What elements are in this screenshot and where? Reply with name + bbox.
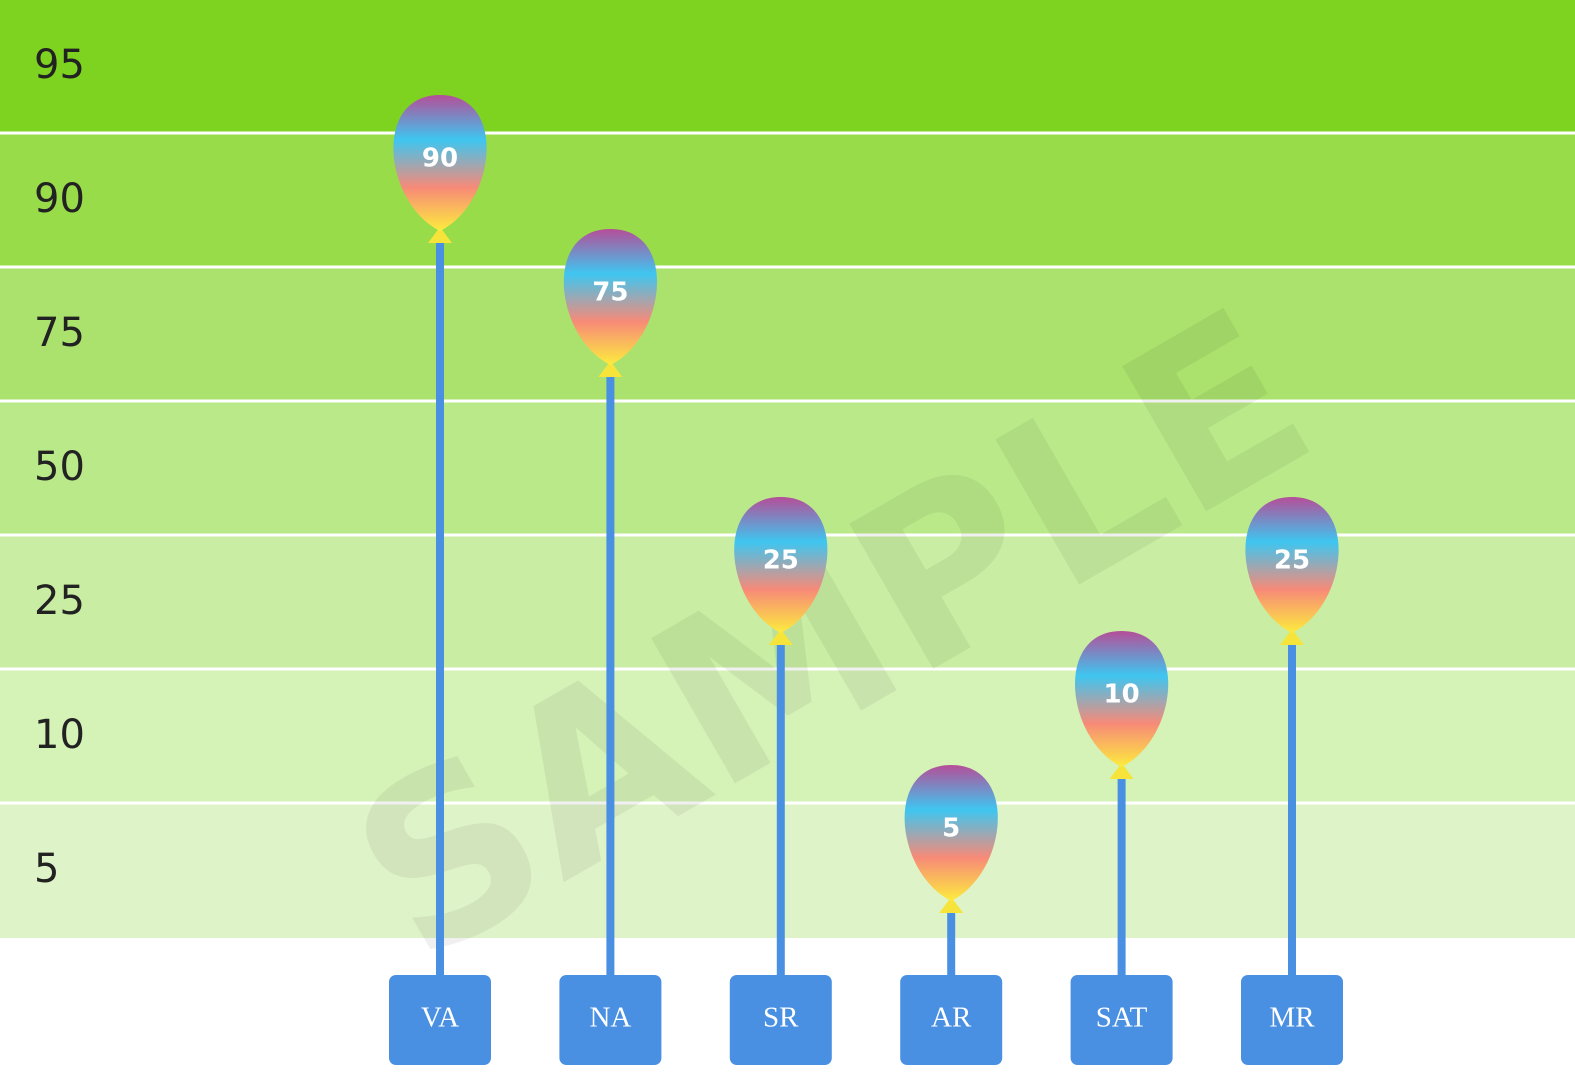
- category-box: [389, 975, 491, 1065]
- balloon: [1074, 631, 1169, 767]
- value-label: 25: [1274, 546, 1310, 576]
- balloon: [904, 765, 998, 901]
- band: [0, 268, 1575, 402]
- x-tick-label: VA: [421, 1002, 459, 1034]
- knot: [939, 897, 964, 913]
- y-tick-label: 5: [34, 846, 59, 892]
- y-tick-label: 90: [34, 176, 85, 222]
- category-box: [1070, 975, 1173, 1065]
- category-box: [900, 975, 1003, 1065]
- band: [0, 670, 1575, 804]
- x-tick-label: NA: [589, 1002, 631, 1034]
- balloon: [563, 229, 658, 365]
- y-tick-label: 75: [34, 310, 85, 356]
- knot: [768, 629, 793, 645]
- band: [0, 134, 1575, 268]
- x-tick-label: SAT: [1096, 1002, 1148, 1034]
- knot: [1280, 629, 1304, 645]
- y-tick-label: 10: [34, 712, 85, 758]
- x-tick-label: AR: [931, 1002, 972, 1034]
- y-tick-label: 95: [34, 42, 85, 88]
- value-label: 75: [592, 278, 628, 308]
- knot: [598, 361, 623, 377]
- y-tick-label: 50: [34, 444, 85, 490]
- value-label: 90: [422, 144, 458, 174]
- balloon: [393, 95, 487, 231]
- category-box: [729, 975, 832, 1065]
- y-tick-label: 25: [34, 578, 85, 624]
- value-label: 10: [1104, 680, 1140, 710]
- balloon: [734, 497, 828, 633]
- band: [0, 0, 1575, 134]
- value-label: 5: [942, 814, 960, 844]
- knot: [428, 227, 452, 243]
- x-tick-label: SR: [763, 1002, 799, 1034]
- value-label: 25: [763, 546, 799, 576]
- x-tick-label: MR: [1269, 1002, 1315, 1034]
- category-box: [1241, 975, 1343, 1065]
- category-box: [559, 975, 662, 1065]
- band: [0, 804, 1575, 938]
- knot: [1109, 763, 1134, 779]
- balloon: [1245, 497, 1339, 633]
